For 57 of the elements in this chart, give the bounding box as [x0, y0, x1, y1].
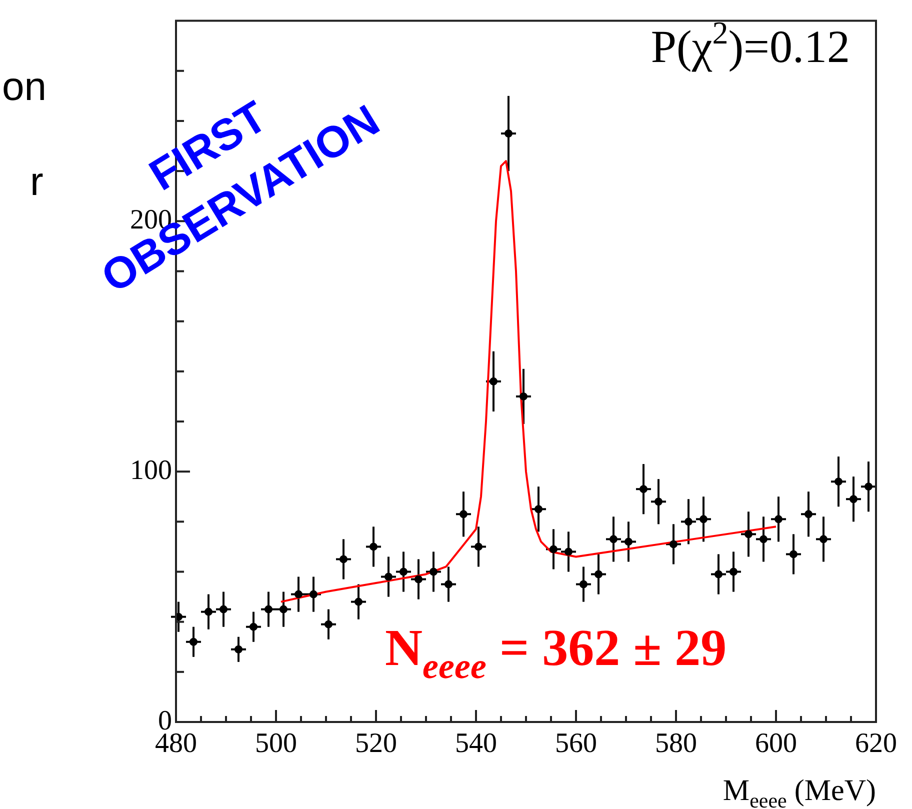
x-tick-label: 620: [855, 728, 897, 760]
point: [804, 510, 812, 518]
point: [760, 535, 768, 544]
text: on: [2, 65, 46, 109]
point: [744, 530, 752, 538]
point: [400, 568, 408, 576]
point: [234, 645, 242, 654]
point: [714, 570, 722, 578]
text: r: [30, 160, 44, 204]
x-tick-label: 600: [755, 728, 797, 760]
x-tick-label: 560: [555, 728, 597, 760]
point: [310, 590, 318, 598]
point: [340, 555, 348, 564]
point: [384, 572, 392, 581]
point: [774, 515, 782, 524]
x-tick-label: 500: [255, 728, 297, 760]
y-tick-label: 100: [130, 454, 172, 486]
point: [790, 550, 798, 558]
point: [534, 505, 542, 514]
point: [670, 540, 678, 548]
point: [820, 535, 828, 544]
point: [490, 377, 498, 386]
point: [624, 538, 632, 546]
point: [370, 542, 378, 551]
point: [504, 129, 512, 138]
point: [580, 580, 588, 588]
point: [640, 485, 648, 494]
x-tick-label: 580: [655, 728, 697, 760]
point: [834, 478, 842, 486]
point: [250, 622, 258, 631]
point: [220, 605, 228, 614]
point: [324, 620, 332, 628]
point: [474, 542, 482, 551]
point: [414, 575, 422, 584]
point: [204, 608, 212, 616]
point: [280, 605, 288, 614]
point: [864, 482, 872, 491]
point: [430, 568, 438, 576]
point: [460, 510, 468, 518]
point: [520, 392, 528, 400]
point: [684, 518, 692, 526]
point: [700, 515, 708, 524]
x-tick-label: 520: [355, 728, 397, 760]
x-tick-label: 540: [455, 728, 497, 760]
point: [264, 605, 272, 614]
point: [564, 548, 572, 556]
point: [294, 590, 302, 598]
point: [176, 612, 182, 621]
point: [730, 568, 738, 576]
point: [654, 498, 662, 506]
point: [850, 495, 858, 504]
point: [550, 545, 558, 554]
point: [444, 580, 452, 588]
point: [190, 638, 198, 646]
point: [354, 598, 362, 606]
point: [610, 535, 618, 544]
point: [594, 570, 602, 578]
